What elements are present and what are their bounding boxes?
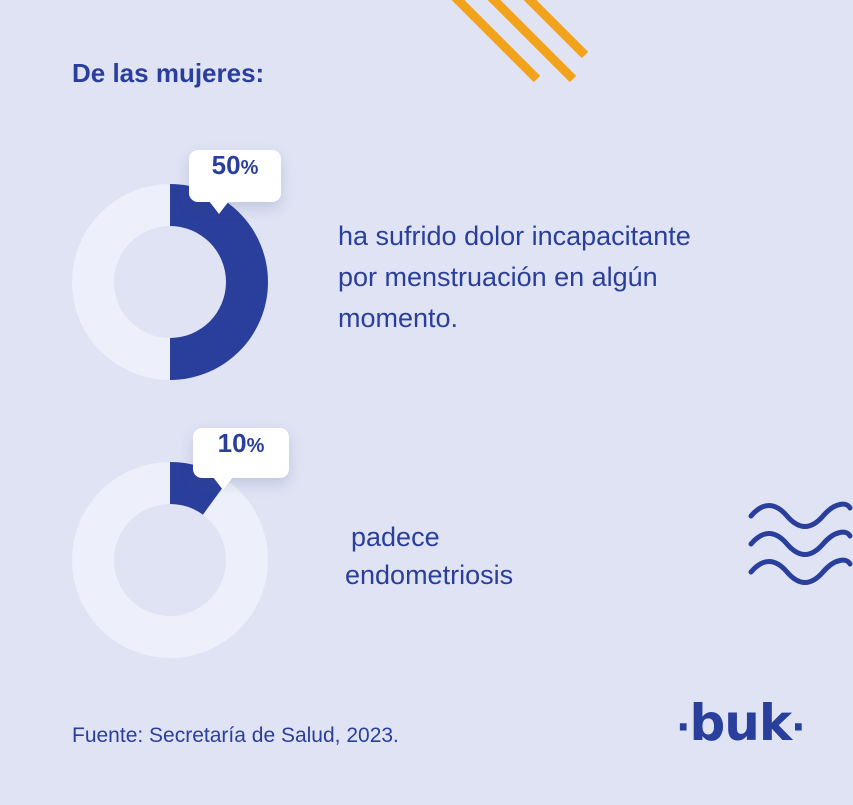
callout-2-tail — [213, 477, 233, 490]
logo-dot-right: · — [791, 705, 805, 749]
callout-2-value: 10 — [217, 428, 247, 458]
callout-1-tail — [209, 201, 229, 214]
description-1: ha sufrido dolor incapacitante por menst… — [338, 216, 691, 339]
page-title: De las mujeres: — [72, 58, 265, 88]
callout-2: 10 % — [193, 428, 289, 490]
description-1-line-1: ha sufrido dolor incapacitante — [338, 221, 691, 251]
description-2-line-2: endometriosis — [345, 560, 514, 590]
description-1-line-2: por menstruación en algún — [338, 262, 658, 292]
callout-1-value: 50 — [211, 150, 241, 180]
donut-2-track — [72, 462, 268, 658]
logo-text: buk — [689, 694, 792, 752]
logo-dot-left: · — [676, 705, 690, 749]
description-2-line-1: padece — [351, 522, 440, 552]
stripes-decoration — [451, 0, 589, 83]
donut-chart-2 — [72, 462, 268, 658]
callout-2-unit: % — [246, 435, 265, 457]
donut-chart-1 — [72, 184, 268, 380]
donut-1-slice-value — [170, 184, 268, 380]
description-2: padece endometriosis — [345, 518, 513, 594]
source-note: Fuente: Secretaría de Salud, 2023. — [72, 724, 399, 747]
waves-decoration — [748, 501, 853, 585]
callout-1: 50 % — [189, 150, 281, 214]
description-1-line-3: momento. — [338, 303, 459, 333]
buk-logo: ·buk· — [676, 694, 806, 752]
callout-1-unit: % — [240, 157, 259, 179]
